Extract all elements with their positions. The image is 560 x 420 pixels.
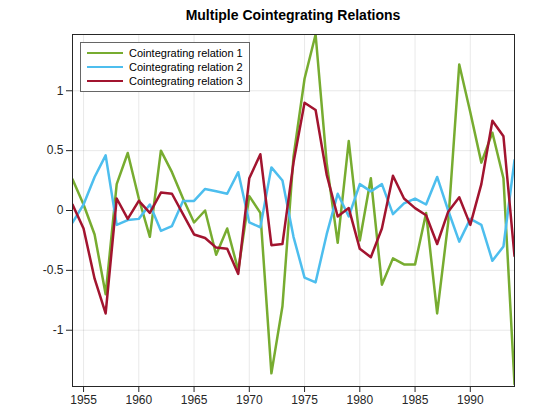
svg-text:1980: 1980 [346,393,373,407]
svg-text:-1: -1 [53,323,64,337]
svg-text:1960: 1960 [125,393,152,407]
svg-text:0: 0 [57,203,64,217]
svg-text:1955: 1955 [70,393,97,407]
svg-text:1970: 1970 [236,393,263,407]
html-text:Multiple Cointegrating Relatio: Multiple Cointegrating Relations [185,7,401,23]
html-text:Cointegrating relation 2: Cointegrating relation 2 [129,61,243,73]
svg-text:1985: 1985 [402,393,429,407]
svg-text:-0.5: -0.5 [43,263,64,277]
svg-text:1: 1 [57,84,64,98]
svg-text:0.5: 0.5 [47,143,64,157]
svg-text:1990: 1990 [457,393,484,407]
html-text:Cointegrating relation 3: Cointegrating relation 3 [129,75,243,87]
svg-text:1975: 1975 [291,393,318,407]
html-text:Cointegrating relation 1: Cointegrating relation 1 [129,47,243,59]
svg-text:1965: 1965 [181,393,208,407]
